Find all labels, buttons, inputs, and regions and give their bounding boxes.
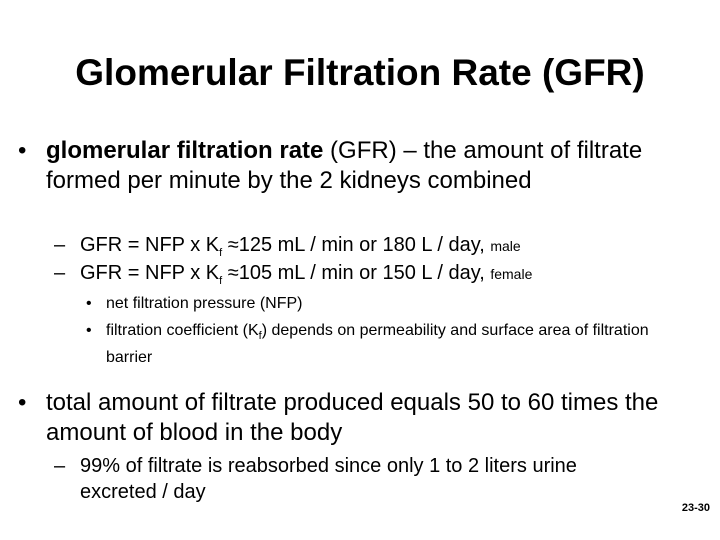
sub-bullet: –99% of filtrate is reabsorbed since onl…	[54, 455, 577, 503]
subscript: f	[219, 275, 223, 287]
sub-bullet: – GFR = NFP x Kf ≈125 mL / min or 180 L /…	[54, 234, 521, 259]
note: female	[490, 266, 533, 282]
subscript: f	[258, 330, 262, 343]
bullet-text: total amount of filtrate produced equals…	[46, 389, 659, 446]
text: filtration coefficient (K	[106, 322, 259, 339]
text: GFR = NFP x K	[80, 234, 220, 256]
text: ) depends on permeability and surface ar…	[106, 322, 649, 367]
slide-title: Glomerular Filtration Rate (GFR)	[75, 52, 645, 93]
note: male	[490, 238, 521, 254]
bullet-text: (GFR) – the amount of filtrate formed pe…	[46, 137, 643, 194]
sub-bullet: – GFR = NFP x Kf ≈105 mL / min or 150 L /…	[54, 262, 533, 287]
sub-sub-bullet: • net filtration pressure (NFP)	[86, 295, 303, 312]
text: GFR = NFP x K	[80, 262, 220, 284]
sub-sub-bullet: • filtration coefficient (Kf) depends on …	[86, 322, 649, 367]
bold-term: glomerular filtration rate	[46, 137, 324, 164]
subscript: f	[219, 247, 223, 259]
bullet: • glomerular filtration rate (GFR) – the …	[18, 137, 643, 194]
text: ≈105 mL / min or 150 L / day,	[222, 262, 491, 284]
text: ≈125 mL / min or 180 L / day,	[222, 234, 491, 256]
text: net filtration pressure (NFP)	[106, 295, 303, 312]
slide-number: 23-30	[681, 502, 710, 514]
text: 99% of filtrate is reabsorbed since only…	[80, 455, 577, 503]
bullet: • total amount of filtrate produced equal…	[18, 389, 659, 446]
